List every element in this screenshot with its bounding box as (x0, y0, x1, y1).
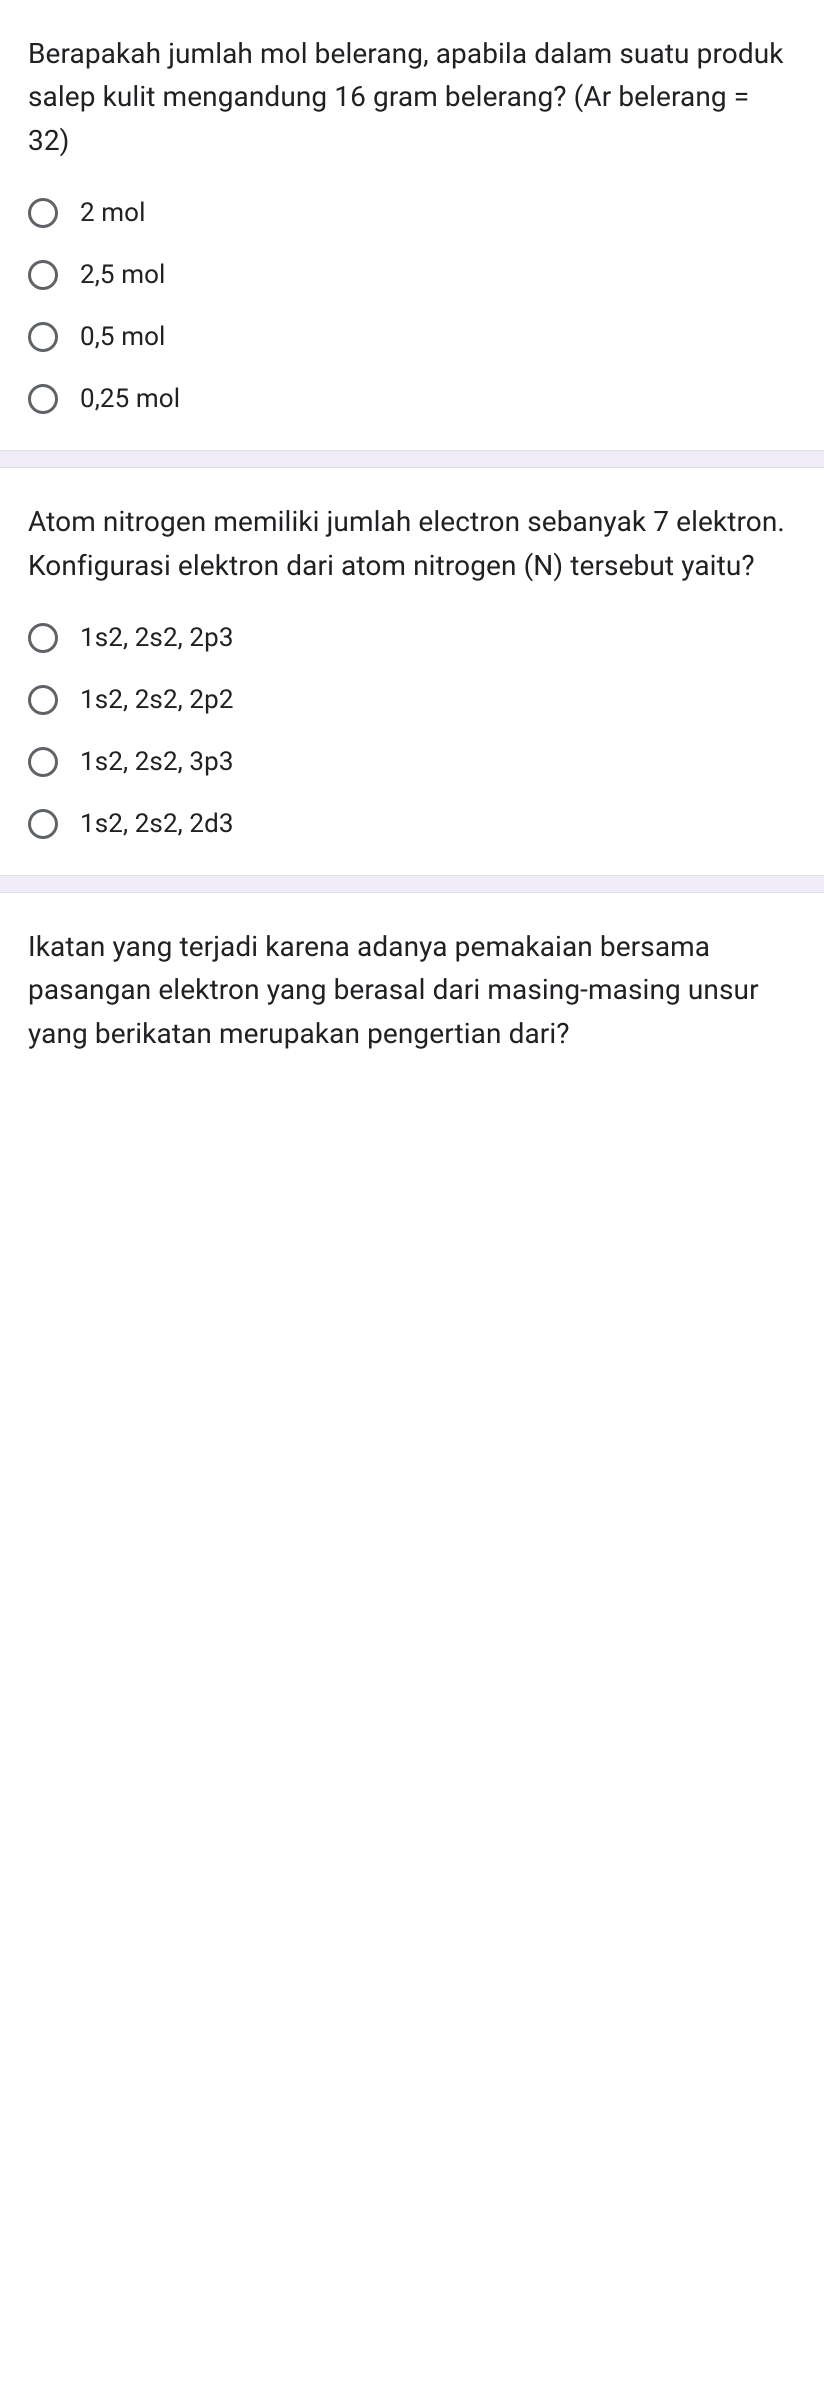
option-row[interactable]: 1s2, 2s2, 2p3 (28, 623, 796, 653)
radio-icon[interactable] (28, 809, 58, 839)
card-separator (0, 875, 824, 893)
question-prompt: Ikatan yang terjadi karena adanya pemaka… (28, 925, 796, 1055)
question-card-2: Atom nitrogen memiliki jumlah electron s… (0, 468, 824, 875)
card-separator (0, 450, 824, 468)
radio-icon[interactable] (28, 747, 58, 777)
option-row[interactable]: 0,25 mol (28, 384, 796, 414)
option-label: 0,5 mol (80, 322, 165, 352)
option-label: 1s2, 2s2, 2p2 (80, 685, 234, 715)
radio-icon[interactable] (28, 260, 58, 290)
option-label: 1s2, 2s2, 2p3 (80, 623, 234, 653)
option-row[interactable]: 0,5 mol (28, 322, 796, 352)
radio-icon[interactable] (28, 322, 58, 352)
option-label: 1s2, 2s2, 2d3 (80, 809, 234, 839)
option-row[interactable]: 1s2, 2s2, 3p3 (28, 747, 796, 777)
radio-icon[interactable] (28, 623, 58, 653)
option-label: 0,25 mol (80, 384, 180, 414)
option-row[interactable]: 1s2, 2s2, 2p2 (28, 685, 796, 715)
option-row[interactable]: 2,5 mol (28, 260, 796, 290)
question-prompt: Atom nitrogen memiliki jumlah electron s… (28, 500, 796, 587)
option-row[interactable]: 2 mol (28, 198, 796, 228)
option-label: 2,5 mol (80, 260, 165, 290)
radio-icon[interactable] (28, 685, 58, 715)
option-label: 1s2, 2s2, 3p3 (80, 747, 234, 777)
option-label: 2 mol (80, 198, 146, 228)
question-card-3: Ikatan yang terjadi karena adanya pemaka… (0, 893, 824, 1091)
question-card-1: Berapakah jumlah mol belerang, apabila d… (0, 0, 824, 450)
option-row[interactable]: 1s2, 2s2, 2d3 (28, 809, 796, 839)
question-prompt: Berapakah jumlah mol belerang, apabila d… (28, 32, 796, 162)
radio-icon[interactable] (28, 384, 58, 414)
radio-icon[interactable] (28, 198, 58, 228)
